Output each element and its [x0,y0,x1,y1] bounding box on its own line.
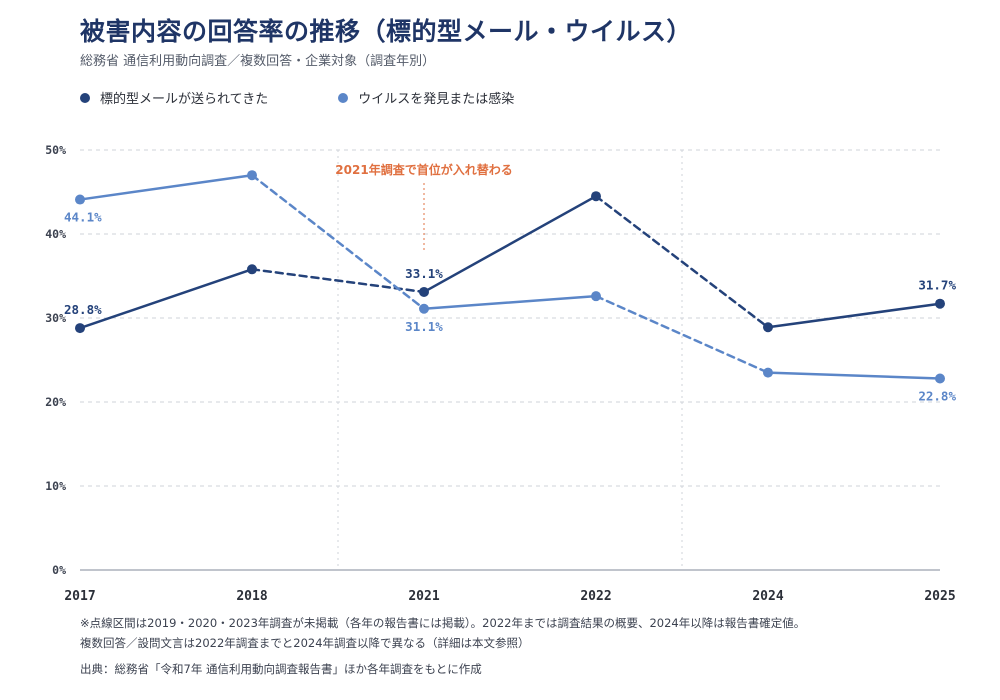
series-1-point [247,170,257,181]
series-0-segment [422,194,598,294]
legend: 標的型メールが送られてきた ウイルスを発見または感染 [80,88,514,107]
footnote-dashed-segments: ※点線区間は2019・2020・2023年調査が未掲載（各年の報告書には掲載）。… [80,616,806,630]
series-0-point [763,322,773,333]
y-tick-label: 0% [52,563,66,577]
footnote-question-wording: 複数回答／設問文言は2022年調査までと2024年調査以降で異なる（詳細は本文参… [80,636,530,650]
x-tick-label: 2022 [580,589,611,604]
x-tick-label: 2018 [236,589,267,604]
x-tick-label: 2025 [924,589,955,604]
x-tick-label: 2024 [752,589,783,604]
series-0-point [935,298,945,309]
series-1-point [419,303,429,314]
legend-marker-targeted-mail [80,92,90,103]
series-0-data-label: 31.7% [918,278,956,293]
series-1-point [763,367,773,378]
series-1-point [935,373,945,384]
series-0-segment [78,268,254,330]
series-1-segment [594,294,770,374]
series-1-segment [78,173,254,201]
legend-label-virus: ウイルスを発見または感染 [358,92,515,107]
legend-item-targeted-mail: 標的型メールが送られてきた [80,88,268,107]
y-tick-label: 40% [45,227,66,241]
series-1-point [75,194,85,205]
series-1-segment [766,371,942,380]
chart-subtitle: 総務省 通信利用動向調査／複数回答・企業対象（調査年別） [80,54,436,69]
y-tick-label: 30% [45,311,66,325]
series-1-data-label: 31.1% [405,319,443,334]
legend-marker-virus [338,92,349,103]
series-0-segment [594,194,770,329]
series-0-point [247,264,257,275]
series-0-point [591,191,601,202]
x-tick-label: 2021 [408,589,439,604]
series-0-data-label: 33.1% [405,266,443,281]
x-tick-label: 2017 [64,589,95,604]
source-note: 出典：総務省「令和7年 通信利用動向調査報告書」ほか各年調査をもとに作成 [80,662,482,676]
legend-item-virus: ウイルスを発見または感染 [338,88,514,107]
series-0-point [419,286,429,297]
legend-label-targeted-mail: 標的型メールが送られてきた [100,92,269,107]
series-0-data-label: 28.8% [64,302,102,317]
series-1-segment [250,173,426,311]
annotation-label: 2021年調査で首位が入れ替わる [335,162,512,177]
series-0-segment [766,302,942,329]
series-0-segment [250,268,426,294]
series-1-point [591,291,601,302]
series-1-segment [422,294,598,311]
series-0-point [75,323,85,334]
chart-title: 被害内容の回答率の推移（標的型メール・ウイルス） [80,17,693,46]
series-1-data-label: 44.1% [64,210,102,225]
y-tick-label: 20% [45,395,66,409]
footnotes: ※点線区間は2019・2020・2023年調査が未掲載（各年の報告書には掲載）。… [80,613,805,679]
series-1-data-label: 22.8% [918,388,956,403]
y-tick-label: 10% [45,479,66,493]
y-tick-label: 50% [45,143,66,157]
